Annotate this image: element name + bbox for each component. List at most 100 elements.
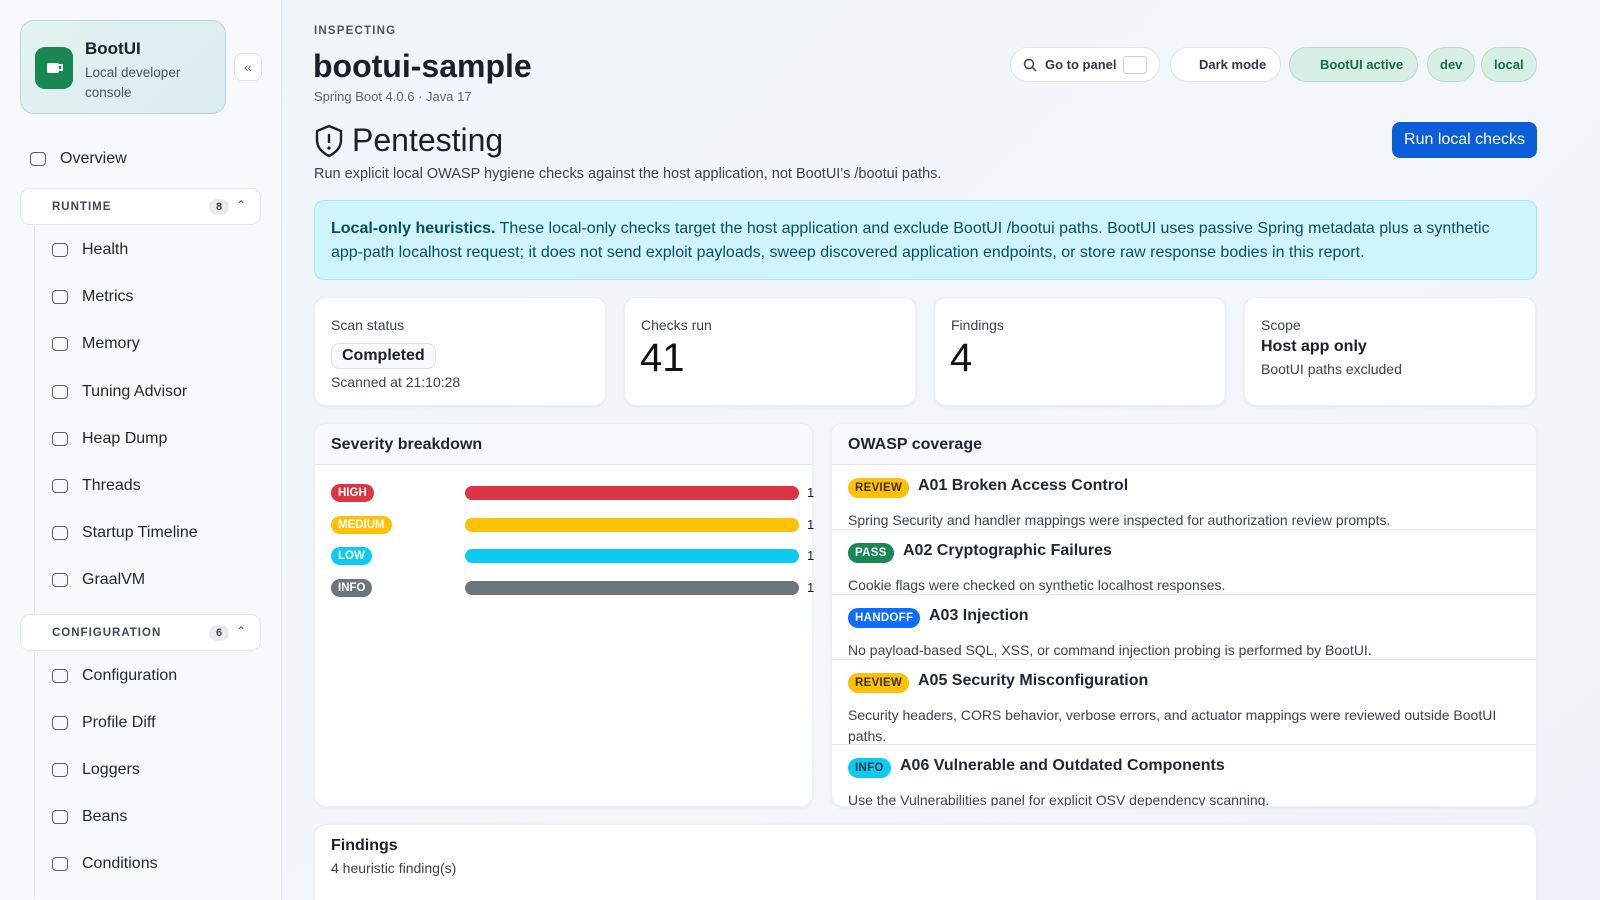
owasp-card: OWASP coverage REVIEW A01 Broken Access Co… (831, 423, 1537, 807)
alert-strong: Local-only heuristics. (331, 220, 496, 237)
nav-label: Startup Timeline (82, 524, 198, 542)
chevron: ⌃ (236, 623, 247, 638)
status-badge: PASS (848, 543, 894, 563)
panel-subtitle: 4 heuristic finding(s) (331, 860, 457, 876)
stat-label: Findings (951, 317, 1004, 333)
owasp-text: Security headers, CORS behavior, verbose… (848, 707, 1497, 744)
decoration (1023, 58, 1035, 70)
nav-label: Threads (82, 477, 141, 494)
alert: Local-only heuristics. These local-only … (314, 200, 1537, 280)
nav-rail (34, 651, 35, 898)
severity-count: 1 (807, 548, 815, 564)
owasp-item: PASS A02 Cryptographic Failures Cookie fla… (832, 530, 1536, 595)
nav-group[interactable]: RUNTIME 8 ⌃ (20, 188, 261, 225)
owasp-title: A01 Broken Access Control (918, 477, 1129, 494)
nav-label: Loggers (82, 761, 140, 778)
stat-label: Scan status (331, 317, 405, 333)
stat-value: Host app only (1261, 338, 1367, 355)
status-badge: REVIEW (848, 478, 910, 498)
owasp-text: Cookie flags were checked on synthetic l… (848, 577, 1226, 593)
panel-title: Findings (331, 837, 398, 854)
sidebar: BootUI Local developer console « Overvie… (0, 0, 282, 900)
stat-badge: Completed (331, 343, 436, 369)
stat-card: Checks run 41 (624, 297, 916, 406)
nav-icon (52, 857, 68, 872)
findings-card: Findings 4 heuristic finding(s) (314, 824, 1537, 900)
action-label: BootUI active (1320, 57, 1404, 72)
env-pill: local (1481, 47, 1537, 82)
nav-label: GraalVM (82, 571, 146, 589)
bar (465, 549, 799, 564)
profile-pill: dev (1427, 47, 1476, 82)
eyebrow: INSPECTING (314, 25, 397, 37)
status-pill: BootUI active (1289, 47, 1419, 82)
bar-track (465, 549, 799, 564)
decoration (1031, 66, 1037, 72)
dark-mode[interactable]: Dark mode (1170, 47, 1282, 82)
nav-icon (52, 243, 68, 257)
nav-icon (52, 715, 68, 730)
severity-row: MEDIUM 1 (331, 515, 821, 534)
nav-icon (52, 763, 68, 777)
search-icon (1023, 58, 1037, 72)
severity-count: 1 (807, 516, 815, 532)
group-count: 6 (209, 624, 229, 641)
group-label: RUNTIME (52, 201, 112, 213)
alert-text: These local-only checks target the host … (331, 220, 1490, 261)
kbd (1123, 56, 1147, 74)
status-badge: INFO (848, 758, 891, 778)
run-button[interactable]: Run local checks (1392, 122, 1537, 158)
severity-badge: HIGH (331, 484, 374, 502)
action-label: Go to panel (1045, 57, 1117, 72)
owasp-text: Use the Vulnerabilities panel for explic… (848, 792, 1270, 807)
nav-icon (52, 810, 68, 825)
bar (465, 517, 799, 532)
nav-group[interactable]: CONFIGURATION 6 ⌃ (20, 613, 261, 651)
stat-card: Findings 4 (934, 297, 1226, 406)
stat-value: 41 (640, 336, 685, 380)
owasp-title: A06 Vulnerable and Outdated Components (900, 757, 1225, 774)
panel-title: Severity breakdown (315, 424, 812, 465)
decoration (315, 124, 343, 158)
nav-label: Configuration (82, 666, 178, 684)
action-label: local (1494, 57, 1524, 72)
bar-track (465, 486, 799, 500)
nav-label: Conditions (82, 855, 158, 873)
bar-track (465, 581, 799, 596)
severity-badge: INFO (331, 579, 373, 598)
stat-note: Scanned at 21:10:28 (331, 374, 461, 390)
severity-badge: MEDIUM (331, 515, 392, 534)
group-count: 8 (209, 199, 229, 215)
decoration (47, 63, 59, 73)
logo (35, 47, 73, 89)
nav-label: Memory (82, 335, 140, 353)
nav-icon (52, 668, 68, 683)
owasp-text: Spring Security and handler mappings wer… (848, 512, 1391, 528)
status-badge: REVIEW (848, 673, 910, 693)
owasp-title: A03 Injection (929, 607, 1029, 624)
goto-panel[interactable]: Go to panel (1010, 47, 1160, 82)
collapse-button[interactable]: « (234, 53, 262, 81)
severity-card: Severity breakdown HIGH 1 MEDIUM 1 LOW 1 INFO 1 (314, 423, 815, 807)
owasp-title: A02 Cryptographic Failures (903, 542, 1112, 559)
severity-count: 1 (807, 580, 815, 596)
nav-icon (52, 431, 68, 446)
nav-icon (30, 152, 46, 166)
decoration (59, 64, 63, 71)
owasp-text: No payload-based SQL, XSS, or command in… (848, 642, 1372, 658)
nav-label: Health (82, 241, 129, 258)
status-badge: HANDOFF (848, 608, 921, 628)
severity-badge: LOW (331, 547, 372, 566)
chevron: ⌃ (236, 198, 247, 212)
nav-icon (52, 384, 68, 399)
stat-label: Checks run (641, 317, 712, 333)
group-label: CONFIGURATION (52, 626, 162, 639)
owasp-item: HANDOFF A03 Injection No payload-based SQL… (832, 595, 1536, 660)
owasp-title: A05 Security Misconfiguration (918, 672, 1149, 689)
owasp-item: INFO A06 Vulnerable and Outdated Componen… (832, 745, 1536, 807)
nav-icon (52, 526, 68, 541)
app-title: bootui-sample (313, 48, 532, 84)
nav-label: Beans (82, 808, 128, 826)
nav-icon (52, 573, 68, 588)
